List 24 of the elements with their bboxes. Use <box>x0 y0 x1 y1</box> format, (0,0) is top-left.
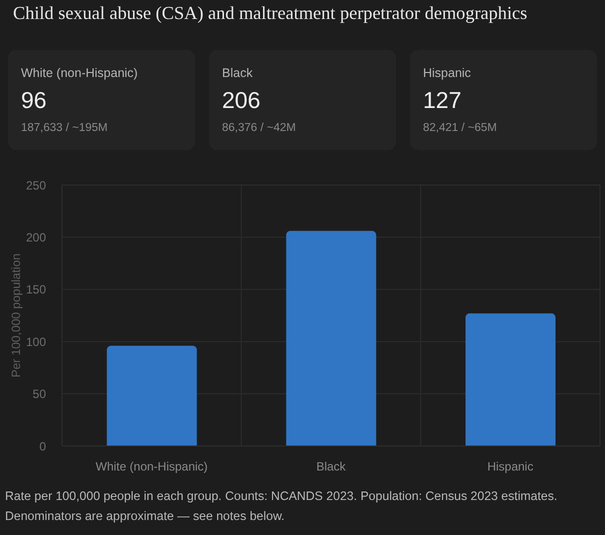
y-tick-label: 150 <box>26 282 46 297</box>
y-tick-label: 0 <box>39 439 46 454</box>
bar <box>286 230 376 446</box>
category-label: White (non-Hispanic) <box>21 66 138 80</box>
text: 86,376 / ~42M <box>222 122 296 134</box>
y-tick-label: 100 <box>26 334 46 349</box>
y-axis-title: Per 100,000 population <box>9 253 23 378</box>
y-tick-label: 50 <box>32 387 46 402</box>
text: 82,421 / ~65M <box>423 122 497 134</box>
bar <box>106 346 197 446</box>
x-tick-label: Black <box>316 460 347 474</box>
x-tick-label: White (non-Hispanic) <box>96 460 208 474</box>
text: Rate per 100,000 people in each group. Counts: NCANDS 2023. Population: Census 2023 estimates. Denominators are approximate — see notes below. <box>5 488 558 525</box>
x-tick-label: Hispanic <box>487 460 534 474</box>
category-label: Black <box>222 66 253 80</box>
y-tick-label: 250 <box>26 178 46 192</box>
data-label: 96 <box>21 87 47 114</box>
category-label: Hispanic <box>423 66 471 80</box>
data-label: 206 <box>222 87 260 114</box>
data-label: 127 <box>423 87 462 114</box>
bar <box>466 313 556 446</box>
text: 187,633 / ~195M <box>21 122 108 134</box>
y-tick-label: 200 <box>26 230 46 244</box>
text: Child sexual abuse (CSA) and maltreatment perpetrator demographics <box>13 3 528 24</box>
